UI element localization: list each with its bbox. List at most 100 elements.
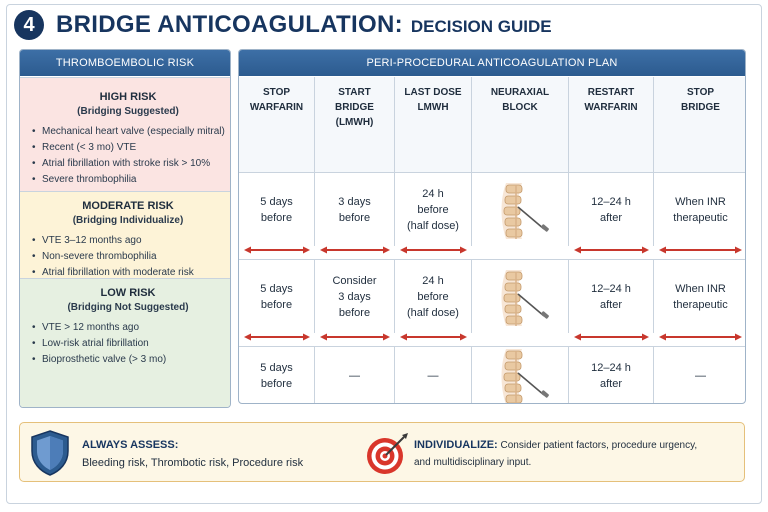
list-item: Recent (< 3 mo) VTE — [32, 140, 224, 156]
cell-text: 3 days — [338, 195, 371, 208]
timeline-arrow — [320, 333, 390, 341]
page-frame — [6, 4, 762, 504]
column-header-line: RESTART — [587, 87, 635, 98]
column-header: STOP WARFARIN — [239, 77, 315, 172]
timeline-arrow — [244, 333, 310, 341]
table-cell — [472, 173, 569, 246]
cell-text: after — [599, 211, 622, 224]
column-header: RESTART WARFARIN — [569, 77, 654, 172]
column-header-line: BLOCK — [502, 102, 538, 113]
cell-text: — — [349, 370, 360, 382]
list-item: Low-risk atrial fibrillation — [32, 336, 224, 352]
column-header: START BRIDGE (LMWH) — [315, 77, 395, 172]
table-cell: 5 days before — [239, 260, 315, 333]
column-header-line: BRIDGE — [681, 102, 720, 113]
cell-text: 12–24 h — [591, 282, 631, 295]
bottom-note-box: ALWAYS ASSESS: Bleeding risk, Thrombotic… — [19, 422, 745, 482]
column-header: LAST DOSE LMWH — [395, 77, 472, 172]
timeline-arrow — [574, 333, 649, 341]
column-header-line: WARFARIN — [249, 102, 304, 113]
risk-criteria-list: Mechanical heart valve (especially mitra… — [32, 124, 225, 188]
cell-text: before — [338, 211, 371, 224]
plan-panel-title: PERI-PROCEDURAL ANTICOAGULATION PLAN — [239, 50, 745, 76]
spine-needle-icon — [501, 349, 549, 403]
timeline-arrow — [244, 246, 310, 254]
table-cell: Consider 3 days before — [315, 260, 395, 333]
individualize-text-2: and multidisciplinary input. — [414, 457, 532, 468]
page-header: 4 BRIDGE ANTICOAGULATION: DECISION GUIDE — [14, 8, 552, 42]
risk-title: LOW RISK — [100, 287, 156, 299]
risk-subtitle: (Bridging Individualize) — [72, 215, 184, 226]
spine-needle-icon — [501, 183, 549, 239]
list-item: Bioprosthetic valve (> 3 mo) — [32, 352, 224, 368]
target-icon — [367, 433, 408, 474]
risk-title: MODERATE RISK — [82, 200, 174, 212]
row-divider — [239, 259, 745, 260]
cell-text: before — [260, 298, 293, 311]
table-cell — [472, 260, 569, 333]
column-header-line: STOP — [686, 87, 715, 98]
column-header-line: NEURAXIAL — [490, 87, 550, 98]
always-assess-title: ALWAYS ASSESS: — [82, 439, 179, 451]
table-cell: When INR therapeutic — [654, 260, 745, 333]
cell-text: (half dose) — [407, 306, 459, 319]
individualize-title: INDIVIDUALIZE: — [414, 439, 498, 451]
cell-text: before — [417, 290, 449, 303]
table-cell: 3 days before — [315, 173, 395, 246]
individualize-text-1: Consider patient factors, procedure urge… — [500, 440, 698, 451]
cell-text: — — [427, 370, 439, 382]
column-header-line: LMWH — [417, 102, 449, 113]
cell-text: after — [599, 298, 622, 311]
cell-text: therapeutic — [673, 211, 728, 224]
risk-title: HIGH RISK — [99, 91, 157, 103]
risk-criteria-list: VTE 3–12 months ago Non-severe thromboph… — [32, 233, 224, 281]
list-item: VTE 3–12 months ago — [32, 233, 224, 249]
list-item: Atrial fibrillation with stroke risk > 1… — [32, 156, 224, 172]
timeline-arrow — [400, 246, 467, 254]
thromboembolic-risk-panel: THROMBOEMBOLIC RISK HIGH RISK (Bridging … — [19, 49, 231, 408]
page-subtitle: DECISION GUIDE — [410, 17, 552, 36]
timeline-arrow — [659, 333, 742, 341]
column-header: NEURAXIAL BLOCK — [472, 77, 569, 172]
list-item: Atrial fibrillation with moderate risk — [32, 265, 224, 281]
table-cell: 12–24 h after — [569, 347, 654, 403]
low-risk-section: LOW RISK (Bridging Not Suggested) VTE > … — [20, 278, 230, 407]
column-header-line: BRIDGE (LMWH) — [335, 102, 374, 128]
cell-text: before — [417, 203, 449, 216]
cell-text: 12–24 h — [591, 362, 631, 374]
timeline-arrow — [400, 333, 467, 341]
timeline-arrow — [320, 246, 390, 254]
cell-text: before — [260, 378, 293, 390]
column-header-line: STOP — [262, 87, 291, 98]
column-header-line: START — [338, 87, 371, 98]
cell-text: 24 h — [422, 187, 444, 200]
cell-text: before — [338, 306, 371, 319]
individualize-line-1: INDIVIDUALIZE: Consider patient factors,… — [414, 439, 697, 451]
cell-text: after — [599, 378, 622, 390]
table-cell: — — [315, 347, 395, 403]
table-cell: When INR therapeutic — [654, 173, 745, 246]
cell-text: therapeutic — [673, 298, 728, 311]
timeline-arrow — [574, 246, 649, 254]
risk-criteria-list: VTE > 12 months ago Low-risk atrial fibr… — [32, 320, 224, 368]
risk-subtitle: (Bridging Suggested) — [77, 106, 179, 117]
timeline-arrow — [659, 246, 742, 254]
table-cell: 12–24 h after — [569, 173, 654, 246]
high-risk-section: HIGH RISK (Bridging Suggested) Mechanica… — [20, 77, 230, 191]
cell-text: 12–24 h — [591, 195, 631, 208]
cell-text: 5 days — [260, 362, 293, 374]
cell-text: When INR — [675, 195, 726, 208]
cell-text: When INR — [675, 282, 726, 295]
cell-text: before — [260, 211, 293, 224]
cell-text: 3 days — [338, 290, 371, 303]
table-cell: — — [654, 347, 745, 403]
cell-text: Consider — [332, 274, 377, 287]
table-cell — [472, 347, 569, 403]
table-cell: 24 h before (half dose) — [395, 173, 472, 246]
always-assess-text: Bleeding risk, Thrombotic risk, Procedur… — [82, 457, 304, 469]
spine-needle-icon — [501, 270, 549, 326]
list-item: Non-severe thrombophilia — [32, 249, 224, 265]
cell-text: — — [695, 370, 706, 382]
moderate-risk-section: MODERATE RISK (Bridging Individualize) V… — [20, 191, 230, 281]
row-divider — [239, 346, 745, 347]
